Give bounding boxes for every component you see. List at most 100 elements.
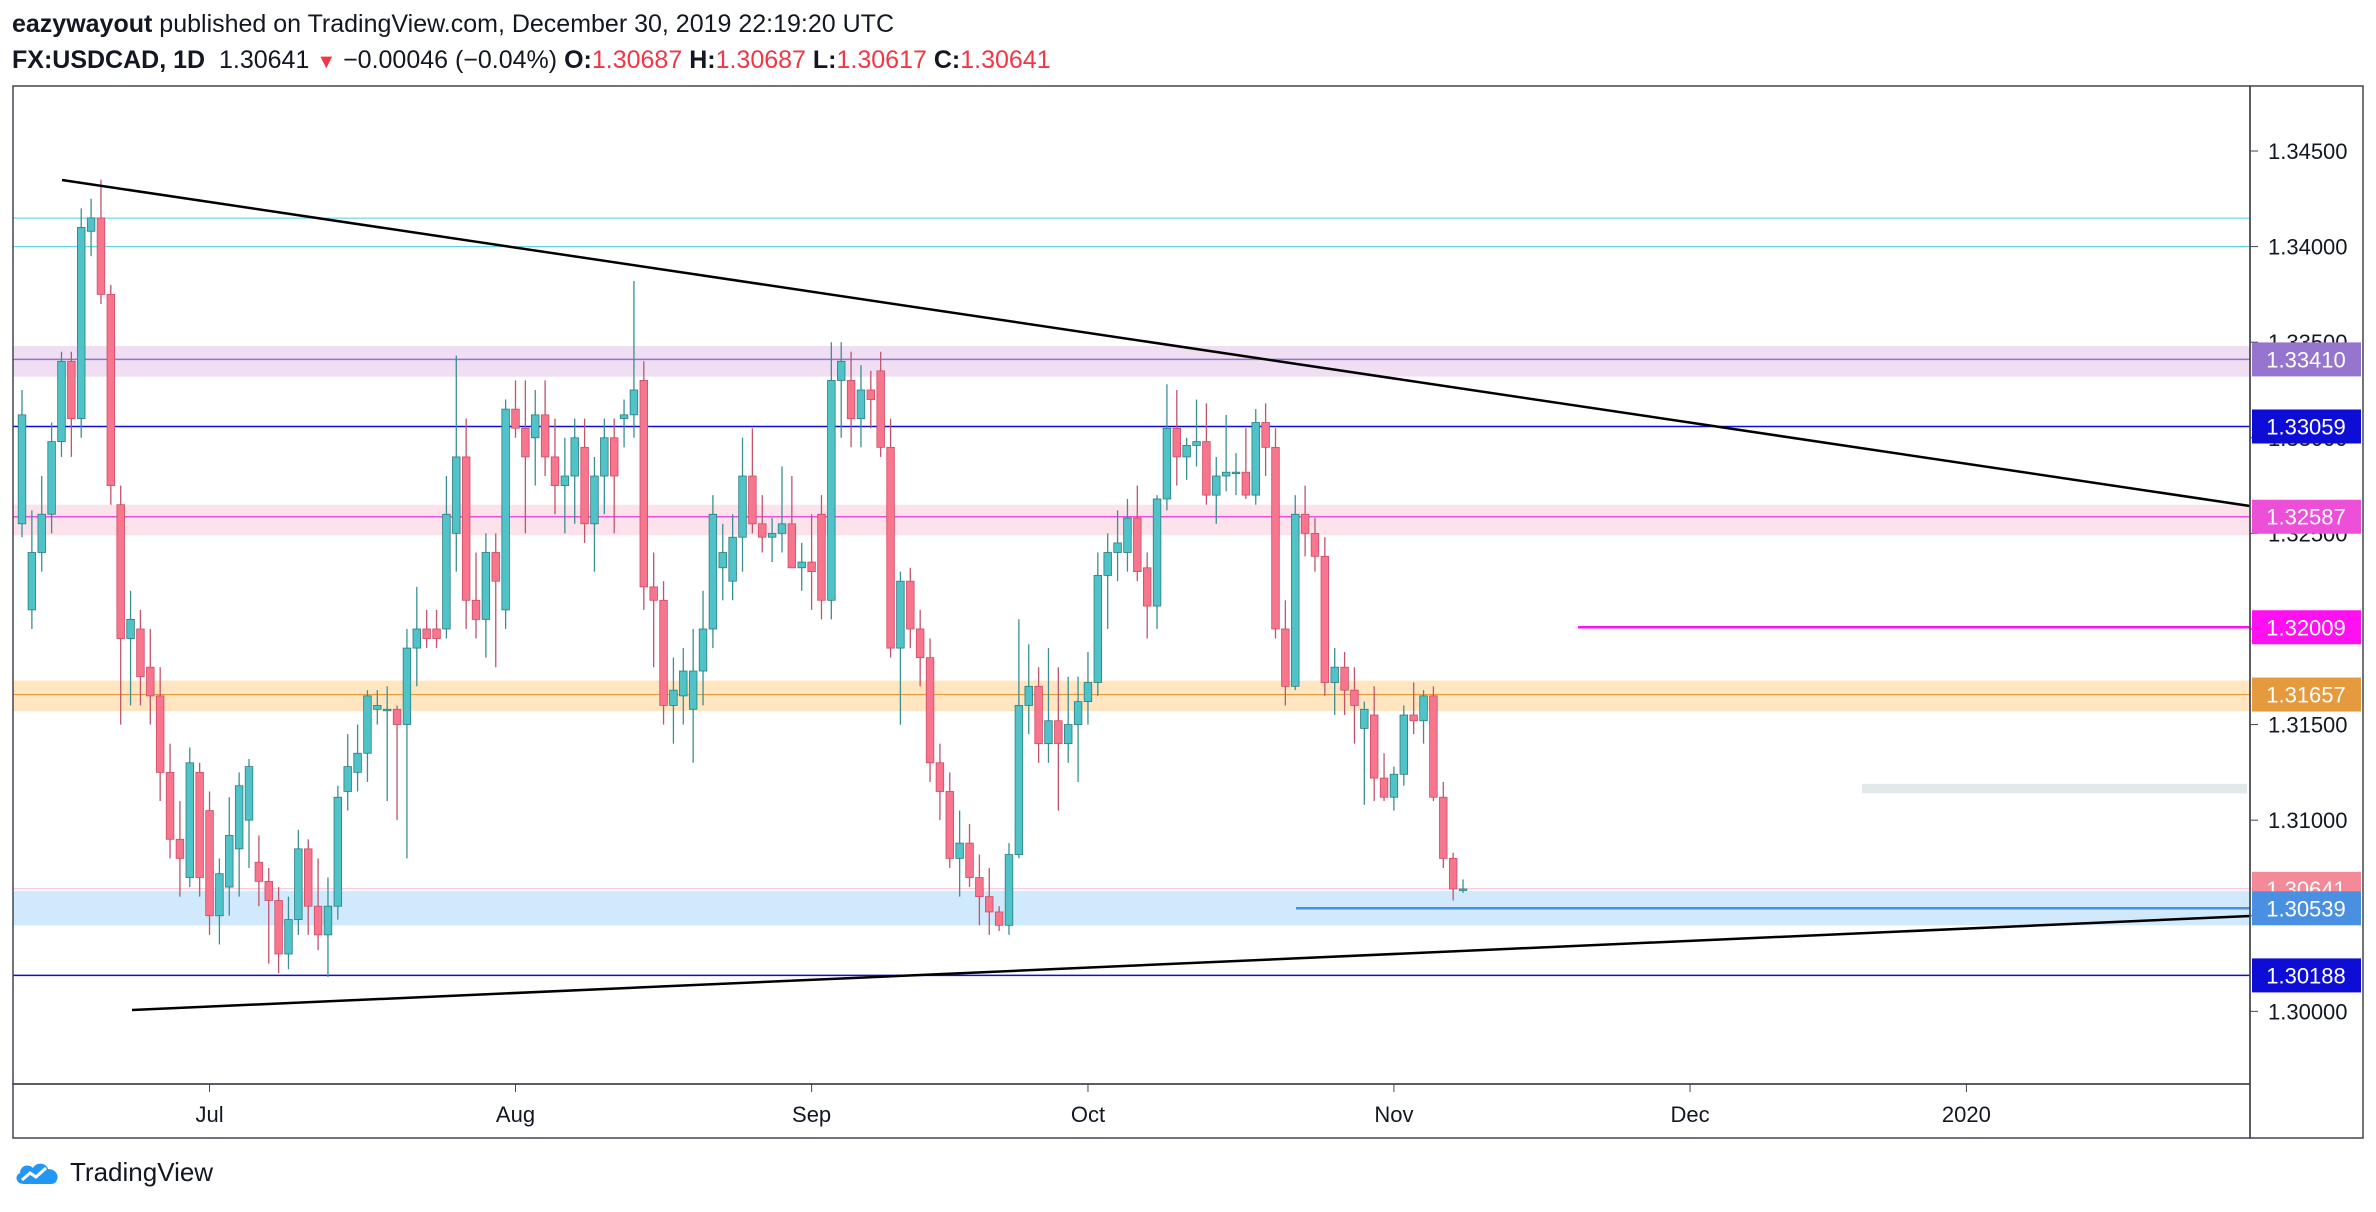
- candle-body: [284, 919, 293, 955]
- candle-body: [1399, 714, 1408, 775]
- candle: [1389, 766, 1399, 811]
- candle: [1172, 389, 1181, 486]
- candle: [225, 797, 234, 916]
- candle-body: [1291, 513, 1300, 687]
- candle: [659, 581, 668, 725]
- candle: [619, 399, 629, 448]
- candle: [77, 208, 86, 438]
- tradingview-brand[interactable]: TradingView: [70, 1156, 214, 1187]
- candle-body: [856, 389, 866, 420]
- candle-body: [412, 628, 421, 649]
- candle-body: [1251, 422, 1260, 496]
- candle-body: [1004, 854, 1014, 926]
- candle: [146, 628, 155, 725]
- candle-body: [195, 771, 204, 878]
- x-tick-label: Oct: [1071, 1102, 1105, 1127]
- candle-body: [629, 389, 639, 416]
- candle: [215, 858, 224, 945]
- candle-body: [1458, 888, 1468, 891]
- candle-body: [807, 561, 816, 573]
- candle-body: [422, 628, 431, 639]
- candle-body: [797, 561, 806, 569]
- candle: [353, 724, 362, 792]
- candle-body: [688, 670, 698, 710]
- candle-body: [205, 810, 214, 917]
- candle: [728, 514, 737, 601]
- candle: [27, 510, 37, 629]
- price-level-label: 1.33410: [2252, 342, 2361, 377]
- candle-body: [1034, 685, 1043, 745]
- candle: [86, 198, 96, 257]
- candle-body: [57, 360, 66, 443]
- candle: [1093, 552, 1103, 696]
- candle-body: [294, 848, 303, 920]
- candle: [1123, 498, 1132, 572]
- candle-body: [481, 552, 491, 620]
- candle: [47, 422, 56, 534]
- candle: [284, 896, 293, 970]
- tradingview-cloud-icon: [16, 1163, 58, 1184]
- candle-body: [1448, 857, 1458, 890]
- x-tick-label: Aug: [496, 1102, 535, 1127]
- candle: [1379, 753, 1389, 802]
- descending-trendline: [61, 178, 2251, 508]
- candle: [1014, 619, 1024, 859]
- low-value: 1.30617: [836, 46, 927, 74]
- candle: [817, 495, 826, 620]
- price-level-box: [2252, 958, 2361, 993]
- candle: [1340, 651, 1349, 716]
- candle-body: [748, 475, 757, 525]
- candle: [886, 418, 895, 658]
- candle-body: [442, 513, 451, 630]
- candle-body: [1142, 567, 1152, 607]
- author-name[interactable]: eazywayout: [12, 10, 153, 38]
- candle: [382, 686, 392, 802]
- candle-body: [185, 762, 194, 878]
- candle: [195, 762, 204, 897]
- candle: [1458, 879, 1468, 893]
- candle-body: [758, 523, 767, 538]
- candle-body: [1241, 471, 1251, 496]
- candle: [373, 690, 382, 725]
- symbol-label: FX:USDCAD, 1D: [12, 46, 206, 74]
- candle-body: [1202, 441, 1211, 496]
- candle: [1202, 403, 1211, 505]
- candle-body: [540, 414, 550, 458]
- candle: [254, 835, 264, 907]
- candle-body: [985, 896, 994, 913]
- candle-body: [1083, 682, 1093, 703]
- candle-body: [304, 848, 313, 907]
- candle-body: [767, 532, 777, 538]
- candle-body: [234, 785, 244, 850]
- candle-body: [146, 666, 155, 697]
- grey-zone: [1862, 783, 2247, 794]
- candle-body: [471, 599, 481, 620]
- candle: [580, 418, 589, 543]
- candle: [1162, 384, 1172, 511]
- candle: [738, 437, 747, 572]
- candle-body: [906, 580, 915, 630]
- price-level-text: 1.30188: [2266, 963, 2346, 988]
- candle: [649, 552, 658, 668]
- candle-body: [1123, 517, 1132, 553]
- candle: [136, 609, 145, 706]
- candle-body: [994, 911, 1004, 926]
- candle: [876, 351, 885, 457]
- candle-body: [353, 752, 362, 773]
- candle: [975, 854, 984, 926]
- candle-body: [155, 695, 165, 773]
- candle: [313, 858, 323, 951]
- price-change: −0.00046 (−0.04%): [343, 46, 558, 74]
- candle: [1320, 537, 1330, 696]
- x-tick-label: Sep: [792, 1102, 831, 1127]
- candle: [669, 657, 678, 744]
- candle-body: [1340, 666, 1349, 691]
- y-tick-label: 1.30000: [2268, 999, 2348, 1024]
- price-level-label: 1.32009: [2252, 610, 2361, 645]
- candle: [1152, 495, 1162, 629]
- candle: [402, 628, 412, 859]
- candle: [165, 743, 175, 859]
- candle: [915, 609, 925, 687]
- candle: [837, 342, 846, 438]
